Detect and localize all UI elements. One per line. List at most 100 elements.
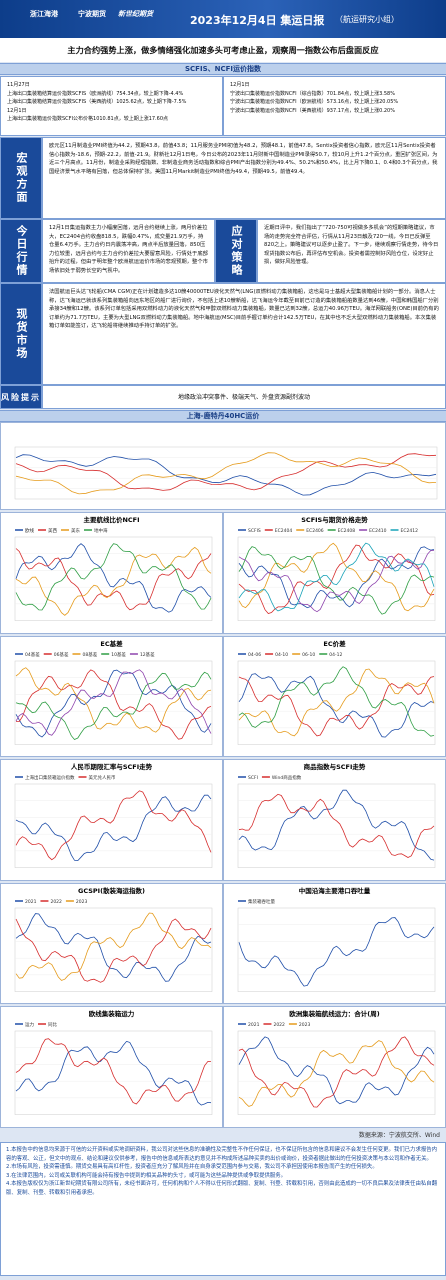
section-label: 应对策略 — [215, 219, 257, 283]
section-text: 欧元区11月制造业PMI终值为44.2，预期43.8，前值43.8；11月服务业… — [42, 137, 446, 219]
chart-line — [238, 668, 435, 736]
chart-line — [15, 452, 437, 495]
chart-box: 主要航线比价NCFI 欧线 美西 美东 地中海 — [0, 512, 223, 634]
chart-title: 中国沿海主要港口吞吐量 — [299, 886, 371, 895]
legend-label: EC2404 — [275, 528, 293, 534]
legend-label: 集装箱吞吐量 — [248, 898, 275, 905]
index-line: 上海出口集装箱结算运价指数SCFIS（美西航线）1025.62点，较上期下降-7… — [7, 99, 187, 105]
report-group: （航运研究小组） — [335, 15, 399, 24]
index-line: 上海出口集装箱运价指数SCFI公布价格1010.81点，较上期上涨17.60点 — [7, 116, 169, 122]
legend-label: 04-10 — [275, 652, 288, 658]
chart-line — [238, 542, 435, 612]
disclaimer-item: 3.在法律范围内，公司或关联机构可能会持有报告中提到的相关品种的头寸，或可能为这… — [6, 1172, 287, 1179]
chart-image: EC价差 04-06 04-10 06-10 04-12 — [237, 639, 436, 745]
chart-box: 欧洲集装箱航线运力：合计(周) 2021 2022 2023 — [223, 1006, 446, 1128]
chart-image: 欧洲集装箱航线运力：合计(周) 2021 2022 2023 — [237, 1009, 436, 1116]
chart-line — [238, 675, 435, 736]
index-box: 12月1日 宁波出口集装箱运价指数NCFI（综合指数）701.84点，较上期上涨3… — [223, 76, 446, 136]
chart-line — [238, 546, 435, 615]
brand: 新世纪期货 — [118, 10, 153, 18]
chart-line — [238, 789, 435, 861]
chart-title: 欧线集装箱运力 — [89, 1009, 135, 1018]
index-line: 12月1日 — [7, 107, 27, 114]
legend-label: 运力 — [25, 1021, 34, 1028]
section-label: 风险提示 — [0, 385, 42, 409]
plot-area — [237, 783, 436, 869]
chart-title: EC基差 — [100, 639, 123, 648]
chart-title: 商品指数与SCFI走势 — [304, 762, 366, 771]
index-box: 11月27日 上海出口集装箱结算运价指数SCFIS（欧洲航线）754.34点，较上… — [0, 76, 223, 136]
chart-line — [15, 453, 437, 491]
section-text: 12月1日集运指数主力小幅度回落，远月合约继续上涨，两月价差拉大，EC2404合… — [42, 219, 215, 283]
chart-line — [15, 790, 212, 861]
chart-box: GCSPI(散装海运指数) 2021 2022 2023 — [0, 882, 223, 1005]
index-line: 宁波出口集装箱运价指数NCFI（美西航线）937.17点，较上期上涨0.20% — [230, 107, 395, 114]
legend-label: 2022 — [273, 1022, 285, 1028]
index-line: 上海出口集装箱结算运价指数SCFIS（欧洲航线）754.34点，较上期下降-4.… — [7, 90, 184, 97]
chart-line — [15, 912, 212, 982]
chart-line — [15, 668, 212, 736]
chart-title: 欧洲集装箱航线运力：合计(周) — [289, 1009, 379, 1018]
legend-label: 美元兑人民币 — [89, 774, 116, 781]
legend-label: 08基差 — [82, 651, 97, 658]
chart-image: 主要航线比价NCFI 欧线 美西 美东 地中海 — [14, 515, 213, 621]
legend-label: 2022 — [50, 899, 62, 905]
legend-label: 06-10 — [302, 652, 315, 658]
brand: 宁波期货 — [78, 10, 106, 18]
section-text: 法国航运巨头达飞轮船(CMA CGM)正在计划建造多达10艘40000TEU液化… — [42, 283, 446, 385]
chart-image: 商品指数与SCFI走势 SCFI Wind商品指数 — [237, 762, 436, 869]
chart-title: 人民币期限汇率与SCFI走势 — [71, 762, 153, 771]
chart-line — [15, 454, 437, 496]
legend-label: 美东 — [71, 527, 80, 534]
chart-line — [238, 1036, 435, 1108]
plot-area — [237, 660, 436, 745]
section-text: 近期日评中，我们指出了“720-750可视做多多机会”的短期策略建议，市场的走势… — [257, 219, 446, 283]
chart-line — [15, 671, 212, 740]
legend-label: EC2410 — [369, 528, 387, 534]
chart-box: SCFIS与期货价格走势 SCFIS EC2404 EC2406 EC2408 EC241… — [223, 512, 446, 634]
legend-label: 2021 — [248, 1022, 260, 1028]
chart-image: GCSPI(散装海运指数) 2021 2022 2023 — [14, 886, 213, 992]
legend-label: EC2412 — [401, 528, 419, 534]
legend-label: SCFI — [248, 775, 258, 781]
legend-label: EC2406 — [306, 528, 324, 534]
chart-line — [15, 912, 212, 981]
plot-area — [14, 660, 213, 745]
legend-label: 04-06 — [248, 652, 261, 658]
legend-label: 美西 — [48, 527, 57, 534]
chart-line — [238, 544, 435, 614]
legend-label: 欧线 — [25, 527, 34, 534]
legend-label: 06基差 — [54, 651, 69, 658]
index-line: 宁波出口集装箱运价指数NCFI（欧洲航线）573.16点，较上期上涨20.05% — [230, 99, 399, 105]
chart-line — [238, 550, 435, 613]
chart-box: 欧线集装箱运力运力 同比 — [0, 1006, 223, 1128]
disclaimer-item: 2.市场有风险，投资需谨慎。期货交易具有高杠杆性，投资者应充分了解风险并在自身承… — [6, 1164, 378, 1171]
legend-label: 04基差 — [25, 651, 40, 658]
chart-line — [15, 1041, 212, 1106]
legend-label: Wind商品指数 — [272, 774, 302, 781]
chart-line — [15, 548, 212, 611]
legend-label: 同比 — [48, 1021, 57, 1028]
legend-label: SCFIS — [248, 528, 261, 534]
chart-line — [15, 1038, 212, 1105]
section-label: 宏观方面 — [0, 137, 42, 219]
chart-line — [15, 543, 212, 611]
chart-line — [15, 794, 212, 862]
report-title: 2023年12月4日 集运日报 — [190, 14, 325, 27]
disclaimer: 1.本报告中的信息均来源于可信的公开资料或实地调研资料，我公司对这些信息的准确性… — [0, 1142, 446, 1276]
plot-area — [237, 907, 436, 992]
chart-line — [15, 669, 212, 738]
plot-area — [14, 907, 213, 992]
chart-title: GCSPI(散装海运指数) — [78, 886, 145, 895]
chart-line — [238, 1040, 435, 1108]
chart-image — [14, 446, 438, 500]
chart-title: 主要航线比价NCFI — [83, 515, 139, 524]
section-label: 现货市场 — [0, 283, 42, 385]
legend-label: 2023 — [76, 899, 88, 905]
legend-label: 10基差 — [111, 651, 126, 658]
legend-label: 12基差 — [140, 651, 155, 658]
chart-line — [15, 666, 212, 733]
chart-line — [238, 542, 435, 612]
